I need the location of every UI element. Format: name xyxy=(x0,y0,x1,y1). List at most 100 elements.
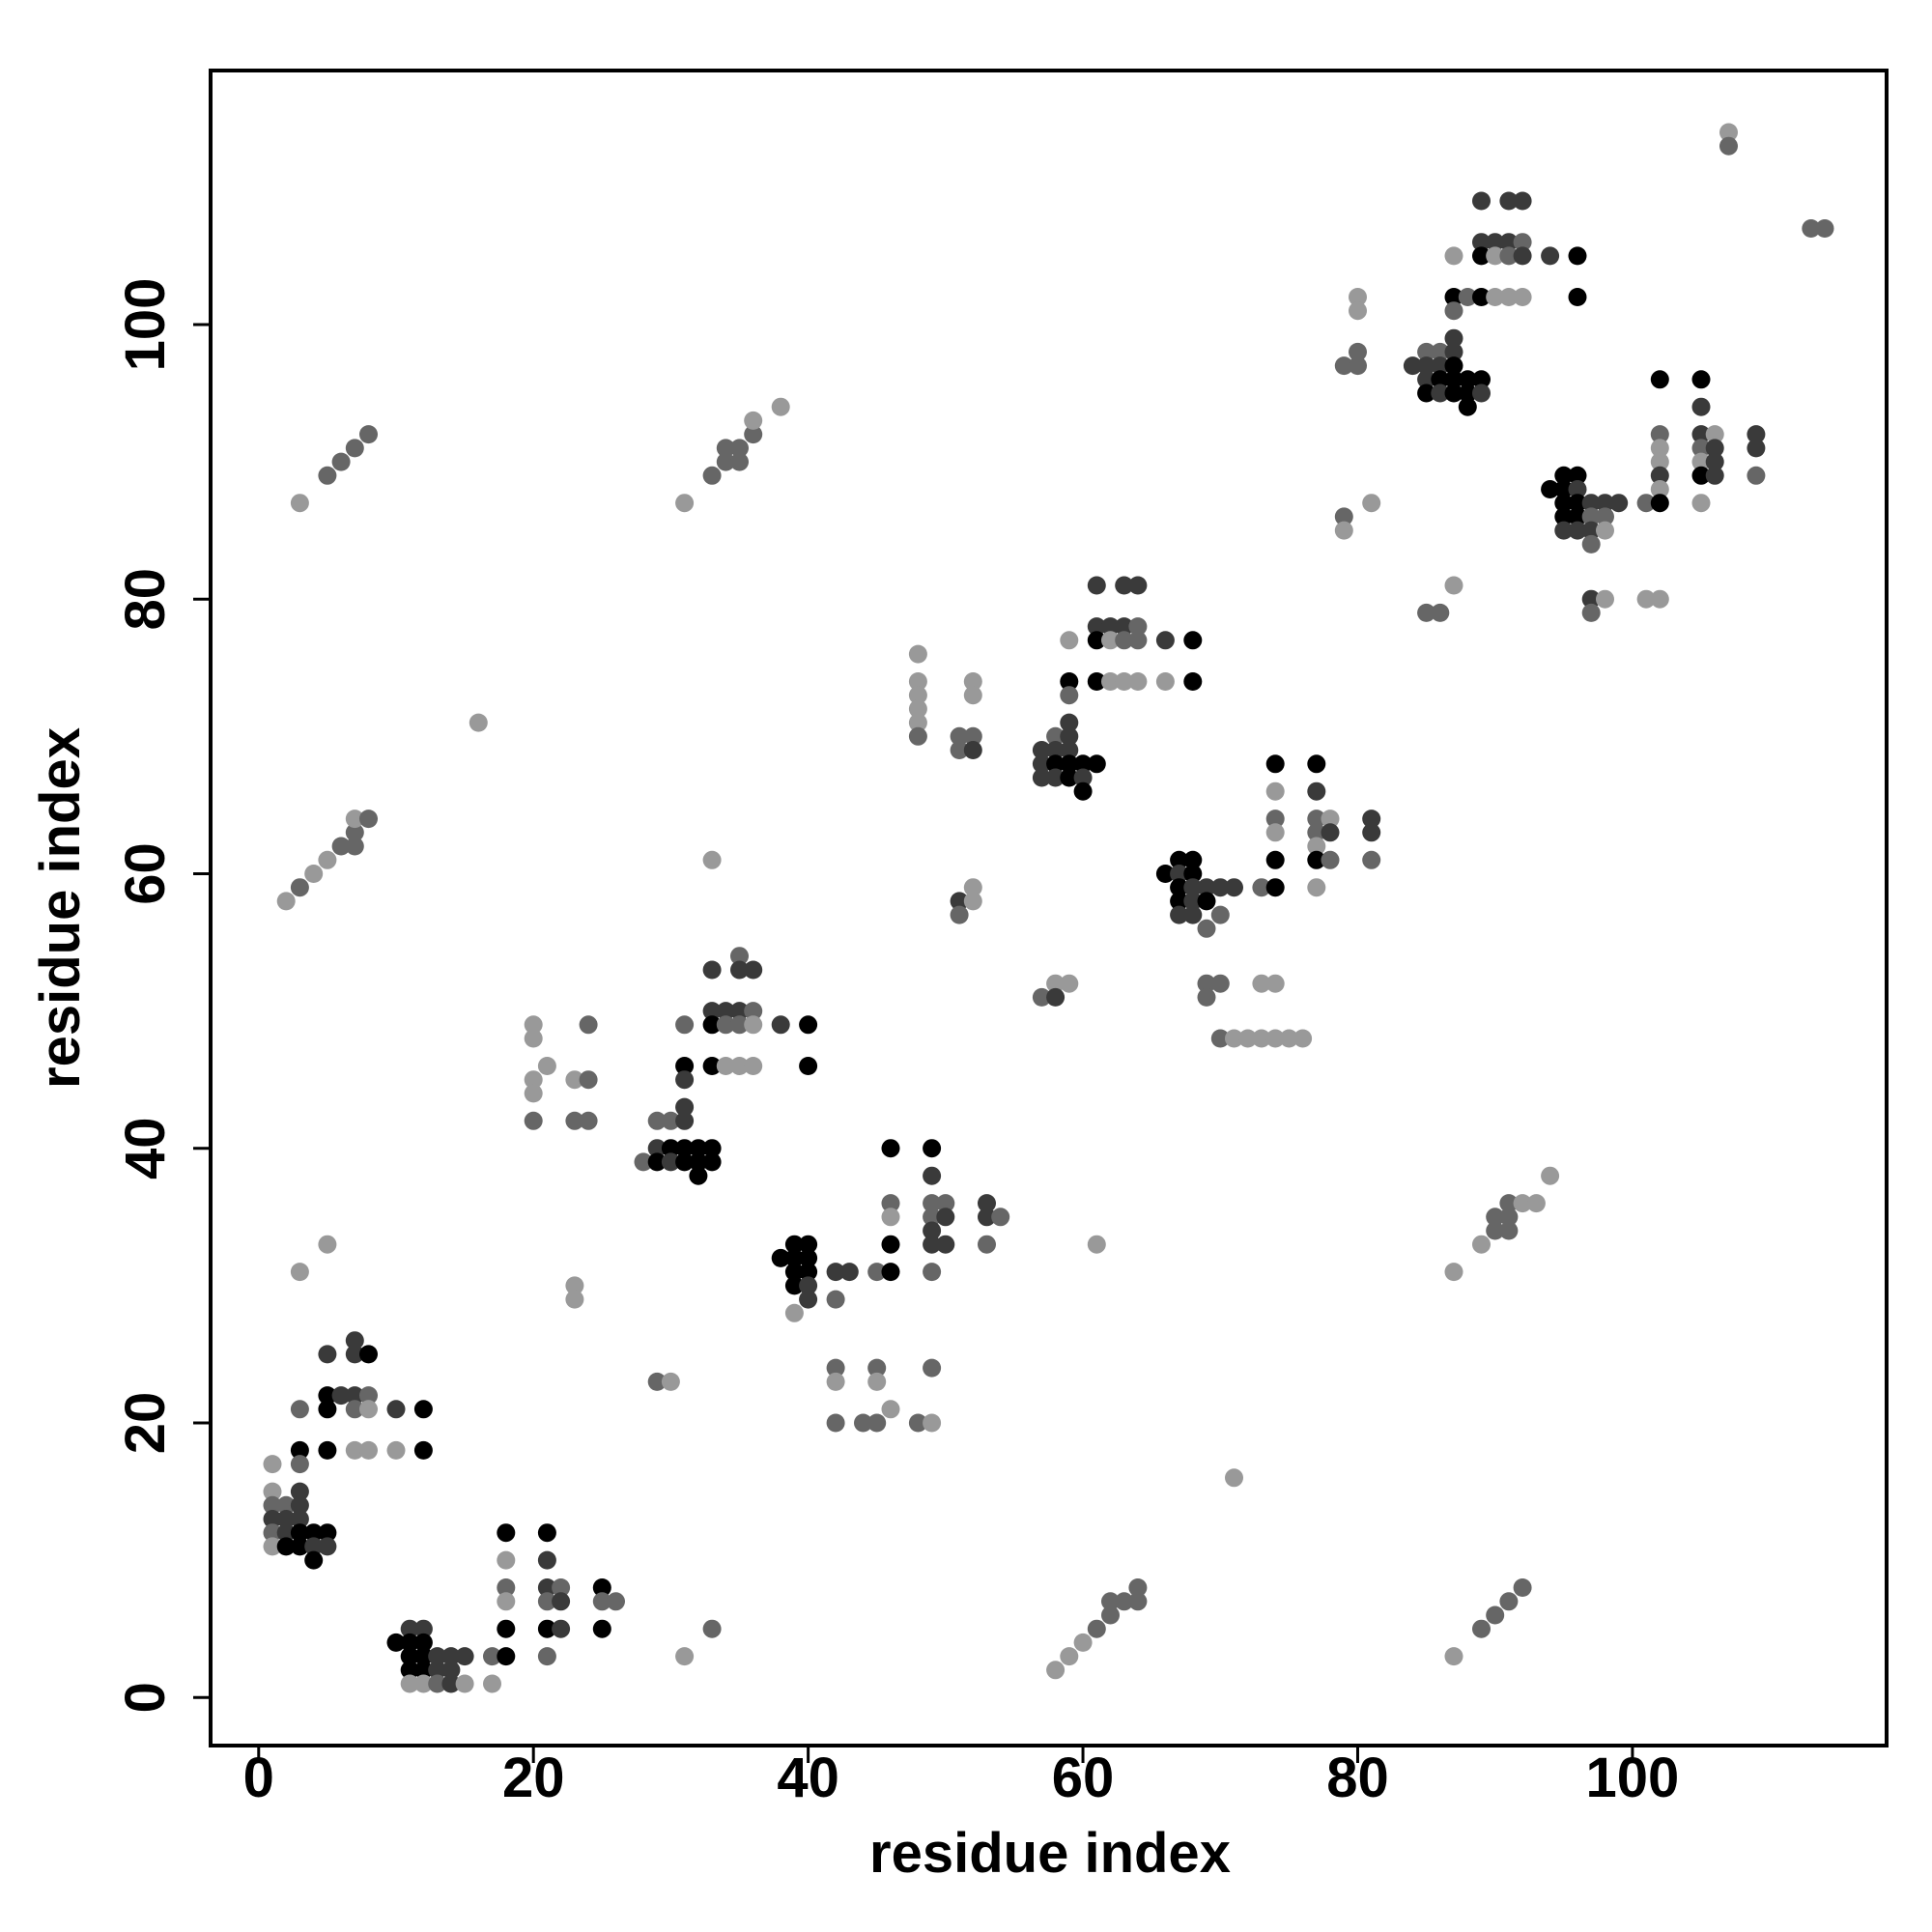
data-point xyxy=(1307,754,1326,774)
data-point xyxy=(1265,781,1285,801)
data-point xyxy=(1032,987,1051,1007)
data-point xyxy=(1596,589,1614,609)
data-point xyxy=(1349,288,1367,306)
data-point xyxy=(702,850,722,869)
data-point xyxy=(1417,342,1436,361)
data-point xyxy=(290,1510,309,1528)
data-point xyxy=(1554,480,1574,498)
data-point xyxy=(1060,1647,1079,1666)
data-point xyxy=(799,1248,818,1267)
data-point xyxy=(908,644,927,664)
data-point xyxy=(771,397,790,416)
data-point xyxy=(661,1152,680,1172)
data-point xyxy=(799,1290,818,1309)
data-point xyxy=(483,1674,501,1693)
data-point xyxy=(1444,384,1463,403)
data-point xyxy=(1073,1633,1093,1652)
data-point xyxy=(552,1619,571,1638)
y-tick-label: 0 xyxy=(114,1682,177,1713)
data-point xyxy=(1691,494,1711,513)
data-point xyxy=(1568,480,1587,498)
data-point xyxy=(276,892,296,911)
data-point xyxy=(1087,617,1106,637)
data-point xyxy=(1046,974,1065,993)
data-point xyxy=(428,1661,447,1680)
data-point xyxy=(276,1537,296,1556)
data-point xyxy=(799,1263,818,1282)
data-point xyxy=(1060,631,1079,650)
data-point xyxy=(1252,878,1271,897)
data-point xyxy=(661,1372,680,1391)
data-point xyxy=(1115,631,1134,650)
data-point xyxy=(1334,507,1353,526)
data-point xyxy=(1032,741,1051,759)
data-point xyxy=(1719,123,1738,142)
data-point xyxy=(923,1221,942,1240)
data-point xyxy=(1444,1263,1463,1282)
data-point xyxy=(537,1592,556,1611)
data-point xyxy=(950,892,969,911)
data-point xyxy=(1265,810,1285,829)
data-point xyxy=(1815,219,1834,238)
data-point xyxy=(702,1015,722,1035)
data-point xyxy=(441,1661,461,1680)
data-point xyxy=(744,1015,763,1035)
data-point xyxy=(1265,754,1285,774)
data-point xyxy=(1349,356,1367,376)
data-point xyxy=(826,1290,845,1309)
data-point xyxy=(950,741,969,759)
data-point xyxy=(290,1523,309,1543)
data-point xyxy=(1265,974,1285,993)
data-point xyxy=(497,1578,516,1597)
data-point xyxy=(1554,521,1574,540)
data-point xyxy=(978,1208,996,1227)
y-axis-label: residue index xyxy=(29,727,92,1089)
data-point xyxy=(1183,850,1203,869)
data-point xyxy=(661,1139,680,1158)
data-point xyxy=(1691,370,1711,389)
x-tick-label: 40 xyxy=(777,1747,839,1809)
data-point xyxy=(1155,865,1175,883)
data-point xyxy=(1541,480,1560,498)
data-point xyxy=(1472,288,1491,306)
data-point xyxy=(1417,370,1436,389)
data-point xyxy=(1472,246,1491,266)
data-point xyxy=(634,1152,653,1172)
data-point xyxy=(497,1619,516,1638)
data-point xyxy=(579,1070,598,1090)
data-point xyxy=(799,1015,818,1035)
data-point xyxy=(345,1386,364,1406)
data-point xyxy=(1472,191,1491,211)
data-point xyxy=(826,1263,845,1282)
data-point xyxy=(1499,1208,1519,1227)
data-point xyxy=(923,1208,942,1227)
data-point xyxy=(1486,233,1505,252)
data-point xyxy=(263,1523,282,1543)
data-point xyxy=(1073,754,1093,774)
data-point xyxy=(1802,219,1821,238)
data-point xyxy=(744,1002,763,1021)
data-point xyxy=(524,1084,543,1103)
data-point xyxy=(537,1647,556,1666)
data-point xyxy=(1444,370,1463,389)
data-point xyxy=(1499,191,1519,211)
data-point xyxy=(263,1455,282,1474)
data-point xyxy=(1128,672,1148,691)
data-point xyxy=(1349,301,1367,321)
data-point xyxy=(1403,356,1422,376)
data-point xyxy=(730,960,749,980)
x-tick-label: 80 xyxy=(1326,1747,1389,1809)
data-point xyxy=(400,1633,419,1652)
data-point xyxy=(1417,356,1436,376)
data-point xyxy=(1486,246,1505,266)
data-point xyxy=(675,1139,695,1158)
data-point xyxy=(923,1235,942,1254)
data-point xyxy=(524,1015,543,1035)
data-point xyxy=(276,1523,296,1543)
data-point xyxy=(1650,480,1669,498)
data-point xyxy=(963,878,982,897)
data-point xyxy=(702,1057,722,1075)
data-point xyxy=(936,1194,955,1213)
data-point xyxy=(1060,754,1079,774)
data-point xyxy=(413,1674,433,1693)
